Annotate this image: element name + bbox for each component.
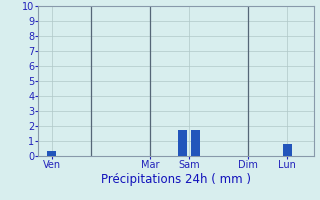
Bar xyxy=(178,130,187,156)
Bar xyxy=(191,130,200,156)
Bar xyxy=(47,151,56,156)
Bar xyxy=(283,144,292,156)
X-axis label: Précipitations 24h ( mm ): Précipitations 24h ( mm ) xyxy=(101,173,251,186)
